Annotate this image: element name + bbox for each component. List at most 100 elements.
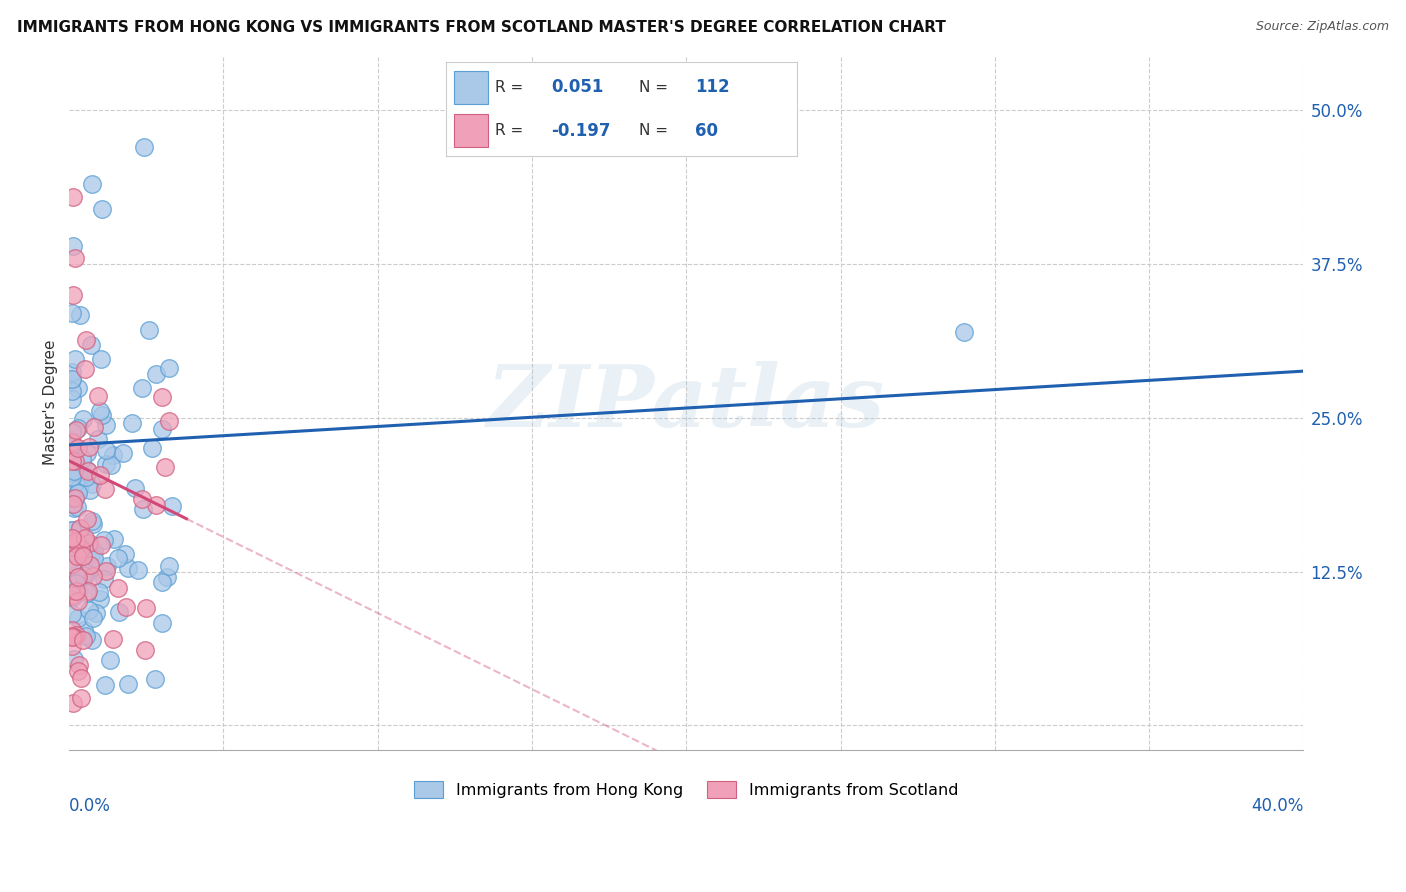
Point bbox=[62, 189, 84, 203]
Point bbox=[87, 584, 110, 599]
Point bbox=[65, 576, 87, 591]
Point bbox=[94, 564, 117, 578]
Point bbox=[117, 677, 139, 691]
Point bbox=[60, 531, 83, 545]
Point bbox=[103, 448, 125, 462]
Point bbox=[62, 588, 84, 602]
Point bbox=[76, 512, 98, 526]
Point bbox=[60, 623, 83, 637]
Point bbox=[66, 664, 89, 678]
Point bbox=[76, 537, 98, 551]
Point bbox=[60, 607, 83, 622]
Point bbox=[94, 418, 117, 433]
Point bbox=[83, 544, 105, 558]
Point bbox=[90, 202, 112, 216]
Point bbox=[98, 653, 121, 667]
Point bbox=[63, 583, 86, 598]
Point bbox=[76, 585, 98, 599]
Point bbox=[72, 568, 94, 582]
Text: IMMIGRANTS FROM HONG KONG VS IMMIGRANTS FROM SCOTLAND MASTER'S DEGREE CORRELATIO: IMMIGRANTS FROM HONG KONG VS IMMIGRANTS … bbox=[17, 20, 946, 35]
Point bbox=[65, 423, 87, 437]
Point bbox=[63, 532, 86, 546]
Point bbox=[66, 421, 89, 435]
Point bbox=[60, 557, 83, 571]
Text: 40.0%: 40.0% bbox=[1251, 797, 1303, 815]
Point bbox=[121, 416, 143, 430]
Point bbox=[79, 558, 101, 573]
Point bbox=[93, 572, 115, 586]
Point bbox=[67, 481, 90, 495]
Point bbox=[156, 570, 179, 584]
Point bbox=[65, 546, 87, 560]
Point bbox=[160, 500, 183, 514]
Point bbox=[65, 549, 87, 563]
Point bbox=[94, 458, 117, 472]
Point bbox=[65, 628, 87, 642]
Point bbox=[82, 516, 104, 531]
Point bbox=[60, 639, 83, 653]
Text: ZIPatlas: ZIPatlas bbox=[488, 360, 886, 444]
Point bbox=[67, 583, 90, 598]
Point bbox=[67, 525, 90, 540]
Point bbox=[62, 454, 84, 468]
Legend: Immigrants from Hong Kong, Immigrants from Scotland: Immigrants from Hong Kong, Immigrants fr… bbox=[408, 775, 965, 805]
Point bbox=[66, 485, 89, 500]
Point bbox=[153, 460, 176, 475]
Point bbox=[66, 441, 89, 455]
Point bbox=[60, 384, 83, 398]
Point bbox=[103, 533, 125, 547]
Point bbox=[72, 549, 94, 563]
Point bbox=[67, 465, 90, 479]
Point bbox=[67, 593, 90, 607]
Point bbox=[82, 610, 104, 624]
Point bbox=[60, 523, 83, 537]
Point bbox=[145, 368, 167, 382]
Point bbox=[86, 389, 108, 403]
Point bbox=[60, 491, 83, 505]
Point bbox=[62, 630, 84, 644]
Point bbox=[60, 630, 83, 644]
Point bbox=[67, 571, 90, 585]
Point bbox=[73, 568, 96, 582]
Point bbox=[157, 360, 180, 375]
Point bbox=[69, 672, 91, 686]
Point bbox=[138, 323, 160, 337]
Point bbox=[60, 454, 83, 468]
Point bbox=[60, 425, 83, 440]
Point bbox=[73, 532, 96, 546]
Point bbox=[77, 584, 100, 599]
Point bbox=[115, 599, 138, 614]
Point bbox=[157, 414, 180, 428]
Point bbox=[141, 441, 163, 455]
Point bbox=[60, 629, 83, 643]
Point bbox=[67, 569, 90, 583]
Point bbox=[90, 409, 112, 423]
Point bbox=[70, 690, 93, 705]
Point bbox=[114, 547, 136, 561]
Point bbox=[132, 140, 155, 154]
Point bbox=[150, 616, 173, 631]
Point bbox=[82, 569, 104, 583]
Point bbox=[65, 500, 87, 515]
Point bbox=[69, 541, 91, 556]
Text: 0.0%: 0.0% bbox=[69, 797, 111, 815]
Point bbox=[76, 463, 98, 477]
Point bbox=[953, 325, 976, 339]
Point bbox=[62, 497, 84, 511]
Point bbox=[65, 491, 87, 506]
Point bbox=[72, 412, 94, 426]
Point bbox=[89, 404, 111, 418]
Point bbox=[60, 372, 83, 386]
Point bbox=[152, 422, 174, 436]
Point bbox=[80, 338, 103, 352]
Point bbox=[150, 574, 173, 589]
Point bbox=[101, 632, 124, 646]
Point bbox=[60, 426, 83, 441]
Point bbox=[62, 238, 84, 252]
Point bbox=[72, 633, 94, 648]
Point bbox=[80, 549, 103, 563]
Point bbox=[76, 565, 98, 579]
Point bbox=[60, 483, 83, 497]
Point bbox=[62, 464, 84, 478]
Point bbox=[80, 514, 103, 528]
